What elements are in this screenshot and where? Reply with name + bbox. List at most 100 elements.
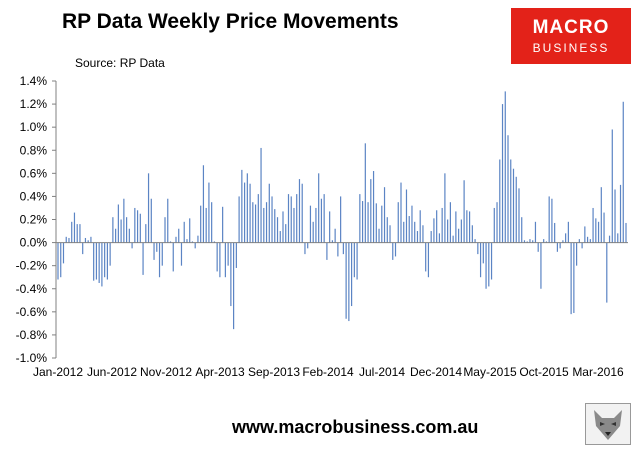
x-tick-label: Oct-2015: [519, 365, 569, 379]
x-tick-label: Jan-2012: [33, 365, 83, 379]
bar: [243, 182, 246, 243]
bar: [576, 242, 578, 266]
bar: [518, 188, 520, 243]
bar: [189, 218, 191, 243]
bar: [504, 91, 506, 243]
bar: [227, 242, 229, 266]
bar: [567, 221, 569, 243]
bar: [142, 242, 144, 275]
chart-title: RP Data Weekly Price Movements: [62, 10, 399, 33]
bar: [304, 242, 306, 255]
bar: [112, 217, 114, 243]
bar: [202, 165, 205, 243]
bar: [208, 182, 210, 243]
bar: [452, 235, 454, 243]
bar: [211, 202, 213, 243]
bar: [556, 242, 558, 252]
bar: [589, 239, 591, 243]
bar: [301, 183, 303, 243]
y-tick-label: 1.4%: [20, 74, 48, 88]
bar: [169, 241, 172, 243]
bar: [471, 225, 473, 243]
bar: [126, 217, 128, 243]
bar: [68, 237, 70, 243]
bar: [161, 242, 163, 266]
bar: [183, 221, 185, 243]
bar: [312, 221, 314, 243]
bar: [356, 242, 358, 280]
bar: [172, 242, 174, 272]
bar: [167, 198, 169, 243]
bar: [592, 207, 594, 243]
bar: [340, 196, 342, 243]
bar: [482, 242, 484, 264]
bar: [249, 183, 251, 243]
bar: [433, 218, 435, 243]
bar: [378, 228, 380, 243]
bar: [606, 242, 608, 303]
bar: [619, 184, 622, 243]
x-tick-label: Jun-2012: [87, 365, 137, 379]
bar: [597, 221, 600, 243]
bar: [134, 207, 136, 243]
x-tick-label: Mar-2016: [572, 365, 624, 379]
bar: [351, 242, 353, 307]
bar: [458, 228, 460, 243]
bar: [501, 104, 504, 243]
bar: [545, 241, 548, 243]
bar: [238, 196, 240, 243]
bar: [222, 206, 224, 243]
bar: [109, 242, 111, 266]
bar: [104, 242, 106, 278]
bar: [507, 135, 509, 243]
bar: [71, 221, 73, 243]
bar: [271, 196, 273, 243]
bar: [79, 224, 81, 243]
bar: [224, 242, 226, 278]
bar: [403, 221, 405, 243]
bar: [581, 242, 583, 249]
logo-line-business: BUSINESS: [532, 41, 610, 55]
bar: [367, 202, 369, 243]
bar: [205, 207, 207, 243]
bar: [408, 216, 410, 243]
bar: [82, 242, 84, 255]
bar: [573, 242, 575, 313]
bar: [282, 211, 284, 243]
bar: [468, 211, 471, 243]
bar: [534, 221, 537, 243]
bar: [326, 242, 328, 260]
bar: [353, 242, 355, 278]
bar: [73, 212, 76, 243]
footer-url[interactable]: www.macrobusiness.com.au: [232, 417, 479, 437]
bar: [600, 187, 602, 243]
bar: [309, 205, 312, 243]
bar: [115, 228, 117, 243]
bar: [60, 242, 62, 278]
y-tick-label: 0.0%: [20, 236, 48, 250]
bar: [265, 202, 268, 243]
bar: [197, 235, 199, 243]
bar: [441, 207, 443, 243]
bar: [285, 224, 287, 243]
bar: [213, 241, 216, 243]
bar: [493, 207, 495, 243]
bar: [260, 147, 262, 243]
bar: [622, 101, 624, 243]
y-tick-label: -0.6%: [16, 305, 48, 319]
bar: [595, 218, 597, 243]
bar: [246, 173, 248, 243]
bar: [526, 241, 528, 243]
bar: [241, 169, 243, 243]
bar: [394, 242, 397, 257]
bar: [57, 242, 59, 280]
bar: [65, 236, 67, 243]
bar: [523, 240, 526, 243]
bar: [334, 228, 336, 243]
bar: [200, 205, 202, 243]
bar: [76, 224, 78, 243]
bar: [117, 204, 119, 243]
bar: [235, 242, 237, 268]
bar: [95, 242, 98, 280]
